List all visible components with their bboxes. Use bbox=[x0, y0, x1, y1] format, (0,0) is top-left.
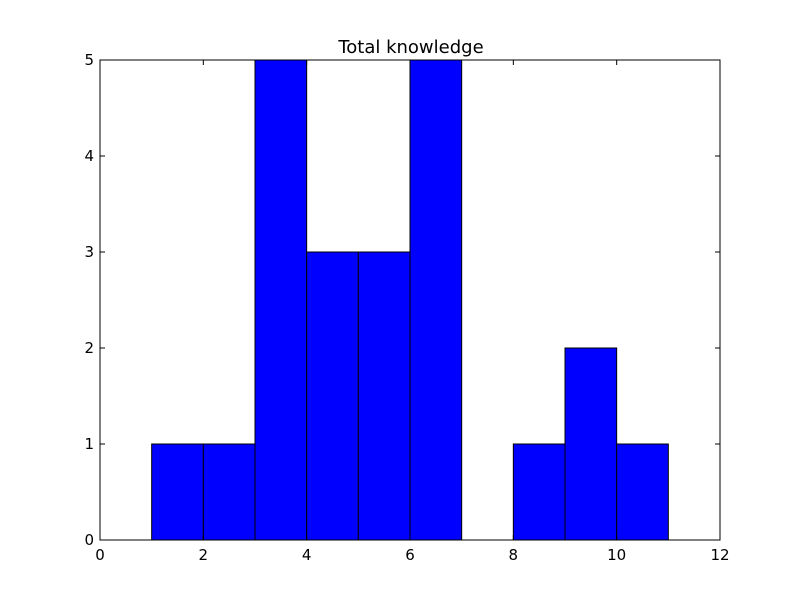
x-tick-label-10: 10 bbox=[607, 546, 626, 564]
histogram-bar-5 bbox=[409, 59, 463, 541]
x-tick-label-8: 8 bbox=[509, 546, 519, 564]
y-tick-label-4: 4 bbox=[84, 147, 94, 165]
histogram-bar-3 bbox=[306, 251, 359, 541]
plot-area-frame bbox=[99, 59, 721, 541]
histogram-bar-1 bbox=[202, 443, 256, 541]
y-tick-label-0: 0 bbox=[84, 531, 94, 549]
x-tick-label-0: 0 bbox=[95, 546, 105, 564]
y-tick-label-3: 3 bbox=[84, 243, 94, 261]
x-tick-label-4: 4 bbox=[302, 546, 312, 564]
histogram-bar-8 bbox=[564, 347, 618, 541]
y-tick-label-5: 5 bbox=[84, 51, 94, 69]
chart-title: Total knowledge bbox=[337, 37, 483, 58]
histogram-bar-4 bbox=[357, 251, 411, 541]
histogram-bar-2 bbox=[254, 59, 308, 541]
x-tick-label-6: 6 bbox=[405, 546, 415, 564]
histogram-bar-7 bbox=[512, 443, 566, 541]
y-tick-label-1: 1 bbox=[84, 435, 94, 453]
histogram-bar-9 bbox=[616, 443, 669, 541]
y-tick-label-2: 2 bbox=[84, 339, 94, 357]
x-tick-label-2: 2 bbox=[199, 546, 209, 564]
histogram-bar-0 bbox=[151, 443, 204, 541]
x-tick-label-12: 12 bbox=[710, 546, 729, 564]
bars-group bbox=[151, 59, 669, 541]
